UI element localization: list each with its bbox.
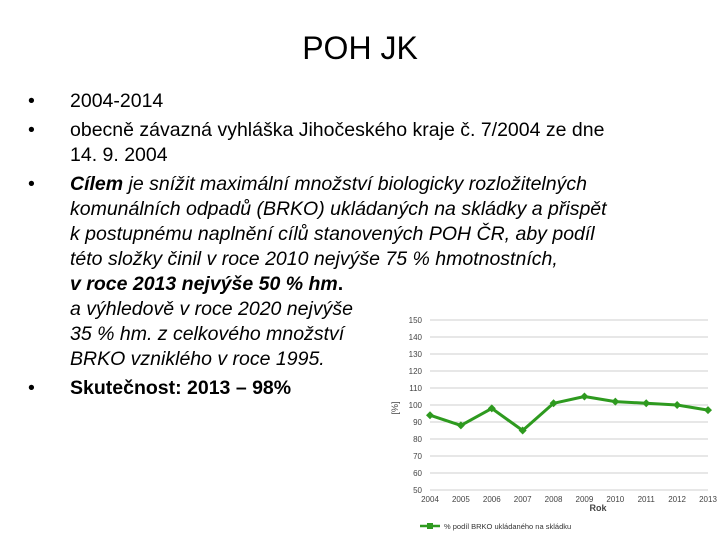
y-tick-label: 50 [413,486,422,495]
data-point [704,406,712,415]
x-tick-label: 2008 [545,495,563,504]
slide-title: POH JK [302,30,418,66]
bullet-text: 35 % hm. z celkového množství [70,323,345,345]
chart-legend: % podíl BRKO ukládaného na skládku [420,522,571,531]
x-tick-label: 2009 [576,495,594,504]
bullet-text: komunálních odpadů (BRKO) ukládaných na … [70,198,607,220]
bullet-text: obecně závazná vyhláška Jihočeského kraj… [70,119,605,141]
bullet-dot: • [28,90,35,112]
x-tick-label: 2006 [483,495,501,504]
y-axis-ticks: 50 60 70 80 90 100 110 120 130 140 150 [409,316,423,495]
bullet-text: 14. 9. 2004 [70,144,168,166]
bullet-item: • Skutečnost: 2013 – 98% [28,376,708,401]
bullet-dot: • [28,377,35,399]
x-tick-label: 2004 [421,495,439,504]
y-tick-label: 120 [409,367,423,376]
bullet-text: 2004-2014 [70,90,164,112]
bullet-text: Skutečnost: 2013 – 98% [70,377,292,399]
data-point [673,401,682,409]
series-line [429,395,709,432]
x-tick-label: 2013 [699,495,717,504]
y-tick-label: 100 [409,401,423,410]
x-tick-label: 2007 [514,495,532,504]
data-point [518,426,527,435]
legend-label: % podíl BRKO ukládaného na skládku [444,522,571,531]
y-tick-label: 60 [413,469,422,478]
y-tick-label: 80 [413,435,422,444]
bullet-text: . [337,273,344,295]
bullet-dot: • [28,173,35,195]
data-point [426,411,434,420]
bullet-text: a výhledově v roce 2020 nejvýše [70,298,353,320]
legend-marker [427,523,433,529]
x-axis-ticks: 2004 2005 2006 2007 2008 2009 2010 2011 2012 2013 [421,495,717,504]
bullet-text: této složky činil v roce 2010 nejvýše 75… [70,248,558,270]
bullet-list: • 2004-2014 • obecně závazná vyhláška Ji… [28,89,708,405]
data-point [580,392,589,401]
y-tick-label: 70 [413,452,422,461]
y-axis-label: [%] [390,401,400,414]
y-tick-label: 150 [409,316,423,325]
y-tick-label: 130 [409,350,423,359]
x-tick-label: 2005 [452,495,470,504]
series-points [426,392,712,435]
bullet-item: • Cílem je snížit maximální množství bio… [28,172,708,372]
bullet-text: k postupnému naplnění cílů stanovených P… [70,223,595,245]
bullet-item: • obecně závazná vyhláška Jihočeského kr… [28,118,708,168]
bullet-dot: • [28,119,35,141]
y-tick-label: 90 [413,418,422,427]
data-point [642,399,651,408]
bullet-emphasis: Cílem [70,173,124,195]
bullet-item: • 2004-2014 [28,89,708,114]
y-tick-label: 140 [409,333,423,342]
y-tick-label: 110 [409,384,422,393]
x-tick-label: 2010 [606,495,624,504]
chart-grid [430,319,708,491]
bullet-text: BRKO vzniklého v roce 1995. [70,348,325,370]
bullet-text: je snížit maximální množství biologicky … [123,173,587,195]
x-tick-label: 2011 [638,495,656,504]
x-tick-label: 2012 [668,495,686,504]
data-point [549,399,558,408]
x-axis-label: Rok [589,503,607,513]
bullet-emphasis: v roce 2013 nejvýše 50 % hm [70,273,338,295]
data-point [611,397,620,406]
data-point [487,404,496,413]
data-point [456,421,465,430]
